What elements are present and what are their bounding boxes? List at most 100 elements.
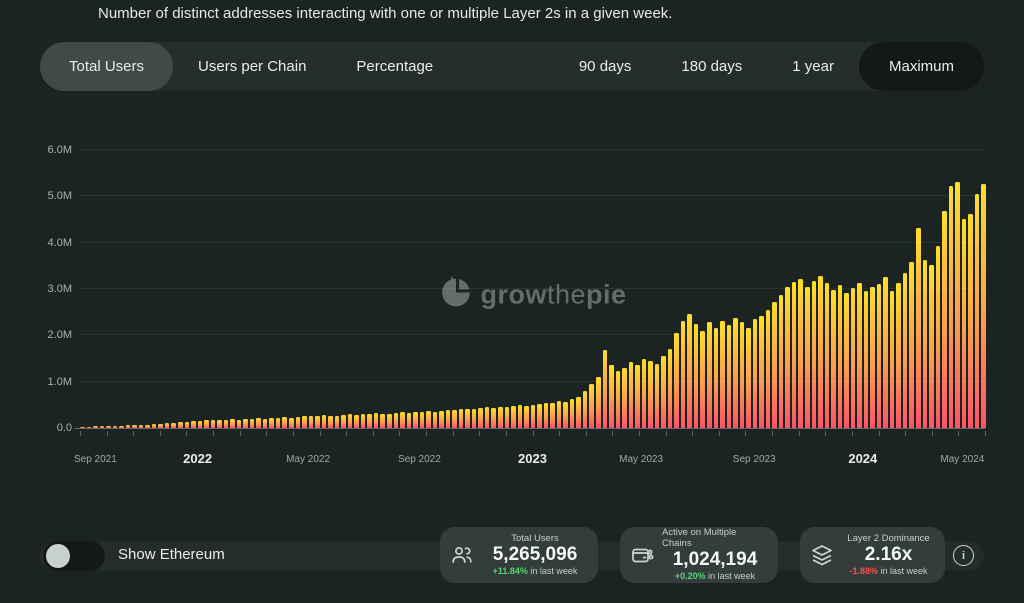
bar[interactable] (413, 412, 418, 428)
bar[interactable] (380, 414, 385, 428)
bar[interactable] (570, 399, 575, 428)
bar[interactable] (635, 365, 640, 428)
info-icon[interactable]: i (953, 545, 974, 566)
tab-total-users[interactable]: Total Users (40, 42, 173, 91)
bar[interactable] (681, 321, 686, 428)
bar[interactable] (80, 427, 85, 428)
bar[interactable] (700, 331, 705, 428)
bar[interactable] (341, 415, 346, 428)
bar[interactable] (420, 412, 425, 428)
bar[interactable] (237, 420, 242, 428)
bar[interactable] (407, 413, 412, 428)
bar[interactable] (309, 416, 314, 428)
bar[interactable] (289, 418, 294, 428)
bar[interactable] (152, 424, 157, 428)
bar[interactable] (361, 414, 366, 428)
bar[interactable] (792, 282, 797, 428)
bar[interactable] (838, 285, 843, 428)
bar[interactable] (727, 325, 732, 428)
bar[interactable] (367, 414, 372, 428)
bar[interactable] (772, 302, 777, 428)
tab-180-days[interactable]: 180 days (656, 42, 767, 91)
bar[interactable] (511, 406, 516, 428)
bar[interactable] (648, 361, 653, 428)
bar[interactable] (158, 424, 163, 428)
bar[interactable] (890, 291, 895, 428)
bar[interactable] (557, 401, 562, 428)
bar[interactable] (322, 415, 327, 428)
bar[interactable] (544, 403, 549, 428)
bar[interactable] (589, 384, 594, 428)
bar[interactable] (785, 287, 790, 428)
bar[interactable] (929, 265, 934, 428)
bar[interactable] (955, 182, 960, 428)
bar[interactable] (563, 402, 568, 428)
bar[interactable] (609, 365, 614, 428)
bar[interactable] (851, 288, 856, 428)
bar[interactable] (877, 284, 882, 428)
bar[interactable] (596, 377, 601, 428)
bar[interactable] (505, 407, 510, 428)
bar[interactable] (844, 293, 849, 428)
bar[interactable] (491, 408, 496, 428)
bar[interactable] (603, 350, 608, 428)
bar[interactable] (315, 416, 320, 429)
bar[interactable] (798, 279, 803, 428)
bar[interactable] (433, 412, 438, 428)
bar[interactable] (694, 324, 699, 428)
bar[interactable] (198, 421, 203, 428)
show-ethereum-toggle[interactable] (43, 541, 105, 571)
bar[interactable] (348, 414, 353, 428)
bar[interactable] (126, 425, 131, 428)
bar[interactable] (472, 409, 477, 428)
bar[interactable] (250, 419, 255, 428)
bar[interactable] (962, 219, 967, 428)
bar[interactable] (687, 314, 692, 428)
bar[interactable] (655, 364, 660, 428)
bar[interactable] (518, 405, 523, 428)
bar[interactable] (165, 423, 170, 428)
bar[interactable] (923, 260, 928, 428)
bar[interactable] (478, 408, 483, 428)
bar[interactable] (740, 322, 745, 428)
tab-users-per-chain[interactable]: Users per Chain (173, 42, 331, 91)
bar[interactable] (374, 413, 379, 428)
bar[interactable] (335, 416, 340, 428)
bar[interactable] (753, 319, 758, 428)
bar[interactable] (975, 194, 980, 428)
bar[interactable] (759, 316, 764, 428)
bar[interactable] (145, 425, 150, 428)
bar[interactable] (537, 404, 542, 428)
bar[interactable] (707, 322, 712, 428)
bar[interactable] (426, 411, 431, 428)
bar[interactable] (903, 273, 908, 428)
bar[interactable] (400, 412, 405, 428)
bar[interactable] (217, 420, 222, 428)
bar[interactable] (354, 415, 359, 428)
bar[interactable] (387, 414, 392, 428)
bar[interactable] (812, 281, 817, 428)
bar[interactable] (629, 362, 634, 428)
bar[interactable] (119, 426, 124, 428)
bar[interactable] (439, 411, 444, 428)
bar[interactable] (452, 410, 457, 428)
bar[interactable] (93, 426, 98, 428)
tab-1-year[interactable]: 1 year (767, 42, 859, 91)
bar[interactable] (766, 310, 771, 428)
bar[interactable] (211, 420, 216, 428)
bar[interactable] (230, 419, 235, 428)
bar[interactable] (949, 186, 954, 428)
bar[interactable] (302, 416, 307, 428)
bar[interactable] (942, 211, 947, 428)
bar[interactable] (746, 328, 751, 428)
bar[interactable] (805, 287, 810, 428)
tab-percentage[interactable]: Percentage (331, 42, 458, 91)
bar[interactable] (139, 425, 144, 428)
bar[interactable] (132, 425, 137, 428)
bar[interactable] (113, 426, 118, 428)
bar[interactable] (191, 421, 196, 428)
bar[interactable] (622, 368, 627, 428)
bar[interactable] (276, 418, 281, 428)
bar[interactable] (968, 214, 973, 428)
bar[interactable] (531, 405, 536, 428)
